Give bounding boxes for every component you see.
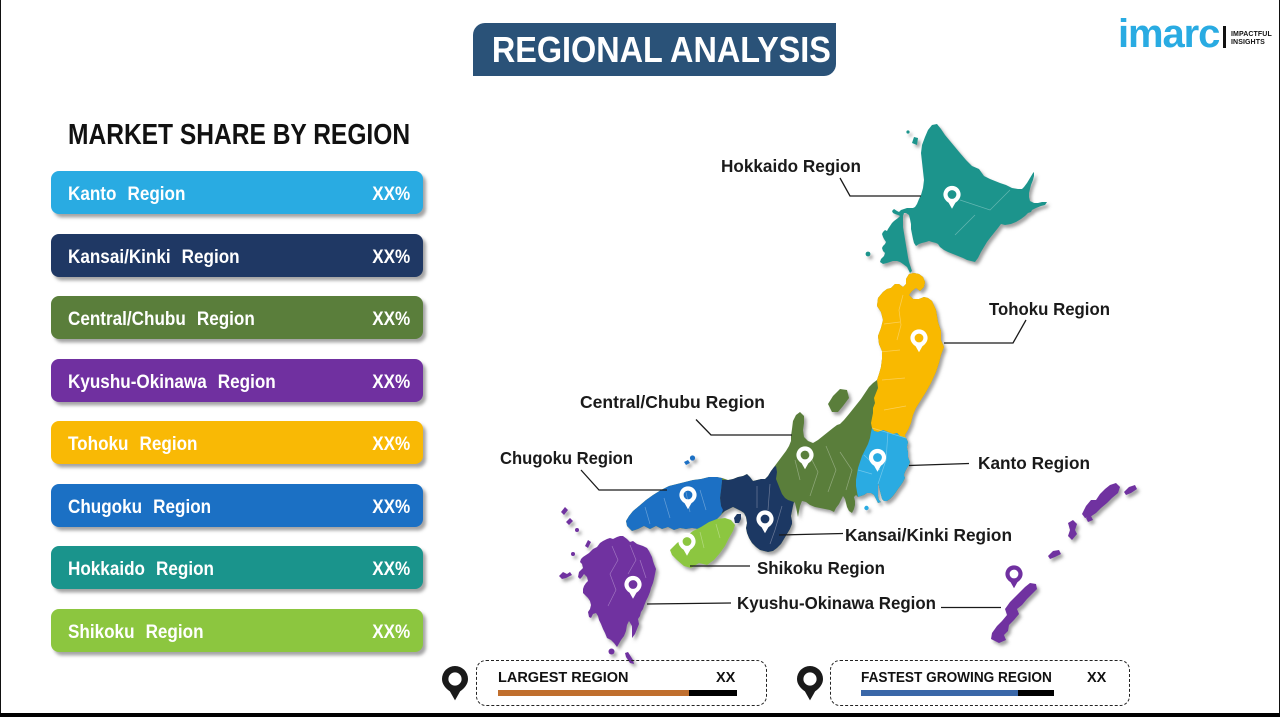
svg-text:Tohoku Region: Tohoku Region (989, 299, 1110, 319)
svg-text:Hokkaido Region: Hokkaido Region (721, 156, 861, 176)
svg-text:Shikoku Region: Shikoku Region (757, 558, 885, 578)
svg-text:Kyushu-Okinawa Region: Kyushu-Okinawa Region (737, 593, 936, 613)
svg-text:Central/Chubu Region: Central/Chubu Region (580, 392, 765, 412)
svg-text:Chugoku Region: Chugoku Region (500, 448, 633, 468)
svg-text:Kanto Region: Kanto Region (978, 453, 1090, 473)
svg-text:Kansai/Kinki Region: Kansai/Kinki Region (845, 525, 1012, 545)
